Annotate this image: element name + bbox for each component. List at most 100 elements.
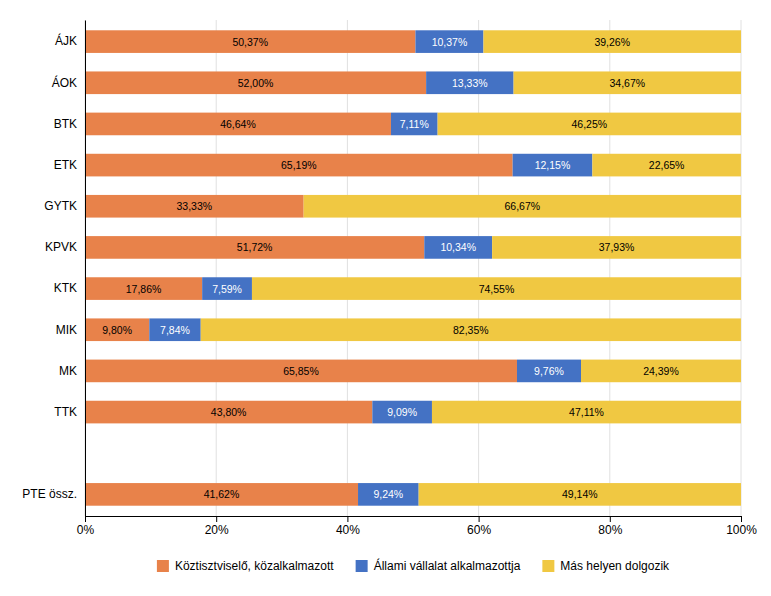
data-label: 65,19%	[281, 159, 317, 171]
series	[201, 30, 741, 505]
tick: 40%	[336, 516, 360, 537]
legend-item: Állami vállalat alkalmazottja	[356, 558, 521, 573]
data-label: 46,64%	[220, 118, 256, 130]
bar	[85, 71, 426, 94]
y-axis: ÁJKÁOKBTKETKGYTKKPVKKTKMIKMKTTKPTE össz.	[22, 21, 85, 517]
tick: 20%	[205, 516, 229, 537]
tick-label: 20%	[205, 523, 229, 537]
data-label: 10,37%	[432, 36, 468, 48]
data-label: 7,11%	[400, 118, 429, 130]
data-label: 34,67%	[609, 77, 645, 89]
data-label: 13,33%	[452, 77, 488, 89]
data-label: 49,14%	[562, 488, 598, 500]
bar	[85, 154, 513, 177]
data-label: 7,59%	[212, 283, 242, 295]
bar	[85, 195, 304, 218]
tick-label: TTK	[54, 405, 77, 419]
tick: ÁOK	[52, 75, 77, 90]
tick: TTK	[54, 405, 77, 419]
tick: GYTK	[44, 199, 77, 213]
bar	[85, 277, 202, 300]
tick: 60%	[467, 516, 491, 537]
bar	[149, 318, 200, 341]
plot: 50,37%52,00%46,64%65,19%33,33%51,72%17,8…	[22, 20, 757, 537]
bar	[372, 401, 432, 424]
data-label: 74,55%	[479, 283, 515, 295]
series	[149, 30, 592, 505]
tick-label: KTK	[54, 281, 77, 295]
bar	[514, 71, 741, 94]
data-label: 65,85%	[283, 365, 319, 377]
bar	[483, 30, 741, 53]
tick-label: 80%	[598, 523, 622, 537]
bar	[358, 483, 419, 506]
data-label: 9,09%	[387, 406, 417, 418]
data-label: 41,62%	[204, 488, 240, 500]
tick: KPVK	[45, 240, 77, 254]
tick: MIK	[56, 323, 77, 337]
legend: Köztisztviselő, közalkalmazottÁllami vál…	[157, 558, 670, 573]
grid	[85, 20, 741, 516]
tick: PTE össz.	[22, 487, 77, 501]
data-label: 39,26%	[594, 36, 630, 48]
data-label: 37,93%	[599, 241, 635, 253]
data-label: 7,84%	[160, 324, 190, 336]
tick-label: ÁOK	[52, 75, 77, 90]
tick-label: MIK	[56, 323, 77, 337]
tick: 80%	[598, 516, 622, 537]
legend-item: Más helyen dolgozik	[542, 559, 670, 573]
tick: KTK	[54, 281, 77, 295]
legend-label: Állami vállalat alkalmazottja	[374, 558, 521, 573]
bar	[592, 154, 741, 177]
tick-label: PTE össz.	[22, 487, 77, 501]
data-label: 66,67%	[505, 200, 541, 212]
bar	[426, 71, 513, 94]
series	[85, 30, 517, 505]
bar	[438, 113, 741, 136]
data-label: 52,00%	[238, 77, 274, 89]
tick-label: GYTK	[44, 199, 77, 213]
data-label: 22,65%	[649, 159, 685, 171]
tick-label: 40%	[336, 523, 360, 537]
tick-mark	[216, 516, 217, 522]
chart: 50,37%52,00%46,64%65,19%33,33%51,72%17,8…	[0, 0, 771, 596]
tick: BTK	[54, 117, 77, 131]
grid-line	[609, 20, 610, 516]
data-label: 46,25%	[571, 118, 607, 130]
tick-label: 100%	[726, 523, 757, 537]
grid-line	[85, 20, 86, 516]
tick-mark	[610, 516, 611, 522]
tick-label: ETK	[54, 158, 77, 172]
bar	[85, 236, 424, 259]
grid-line	[478, 20, 479, 516]
bar	[517, 360, 581, 383]
bar	[424, 236, 492, 259]
data-label: 33,33%	[177, 200, 213, 212]
data-label: 24,39%	[643, 365, 679, 377]
axis-line	[85, 21, 86, 517]
data-label: 9,76%	[534, 365, 564, 377]
bar	[304, 195, 741, 218]
tick: MK	[59, 364, 77, 378]
grid-line	[347, 20, 348, 516]
tick-label: BTK	[54, 117, 77, 131]
tick-label: KPVK	[45, 240, 77, 254]
data-label: 43,80%	[211, 406, 247, 418]
bar	[391, 113, 438, 136]
tick-label: 60%	[467, 523, 491, 537]
bar	[492, 236, 741, 259]
bar	[581, 360, 741, 383]
tick-mark	[479, 516, 480, 522]
bar	[419, 483, 741, 506]
tick-mark	[741, 516, 742, 522]
data-label: 17,86%	[126, 283, 162, 295]
bars	[85, 30, 741, 505]
data-label: 9,24%	[373, 488, 403, 500]
bar	[202, 277, 252, 300]
bar	[513, 154, 593, 177]
bar	[415, 30, 483, 53]
x-axis: 0%20%40%60%80%100%	[77, 516, 757, 537]
tick-mark	[347, 516, 348, 522]
tick-mark	[85, 516, 86, 522]
tick: ETK	[54, 158, 77, 172]
